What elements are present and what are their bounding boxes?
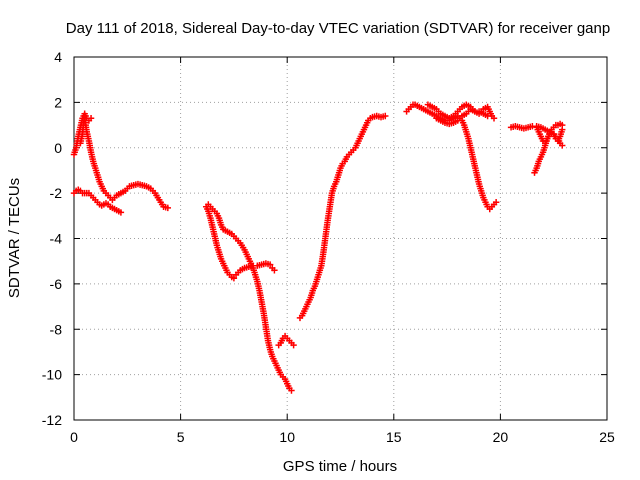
y-tick-label: 0 <box>54 140 62 156</box>
x-tick-labels: 0 5 10 15 20 25 <box>70 429 615 445</box>
y-tick-label: -12 <box>42 412 62 428</box>
y-tick-label: -4 <box>50 231 63 247</box>
y-tick-label: -10 <box>42 367 62 383</box>
x-tick-label: 5 <box>177 429 185 445</box>
y-tick-labels: -12 -10 -8 -6 -4 -2 0 2 4 <box>42 49 62 428</box>
data-point <box>288 387 295 394</box>
data-point <box>230 275 238 282</box>
y-tick-label: -2 <box>50 185 63 201</box>
data-point <box>290 341 297 349</box>
data-point <box>87 115 95 122</box>
data-point <box>484 112 491 120</box>
x-tick-label: 0 <box>70 429 78 445</box>
x-tick-label: 25 <box>599 429 615 445</box>
y-tick-label: 4 <box>54 49 62 65</box>
data-point <box>117 209 125 216</box>
grid-lines <box>74 57 607 420</box>
data-point <box>382 112 389 120</box>
axes <box>73 56 608 421</box>
x-tick-label: 20 <box>493 429 509 445</box>
chart-title: Day 111 of 2018, Sidereal Day-to-day VTE… <box>66 20 610 37</box>
data-point <box>559 126 566 133</box>
data-point <box>490 115 498 122</box>
y-tick-label: -6 <box>50 276 63 292</box>
data-point <box>559 142 566 149</box>
x-axis-label: GPS time / hours <box>283 458 397 475</box>
x-tick-label: 15 <box>386 429 402 445</box>
x-tick-label: 10 <box>279 429 295 445</box>
data-point <box>266 261 274 268</box>
data-point <box>164 204 172 212</box>
data-point <box>492 199 500 206</box>
data-point <box>271 267 278 274</box>
data-points <box>70 101 566 394</box>
y-tick-label: -8 <box>50 321 63 337</box>
y-tick-label: 2 <box>54 94 62 110</box>
y-axis-label: SDTVAR / TECUs <box>6 178 23 298</box>
